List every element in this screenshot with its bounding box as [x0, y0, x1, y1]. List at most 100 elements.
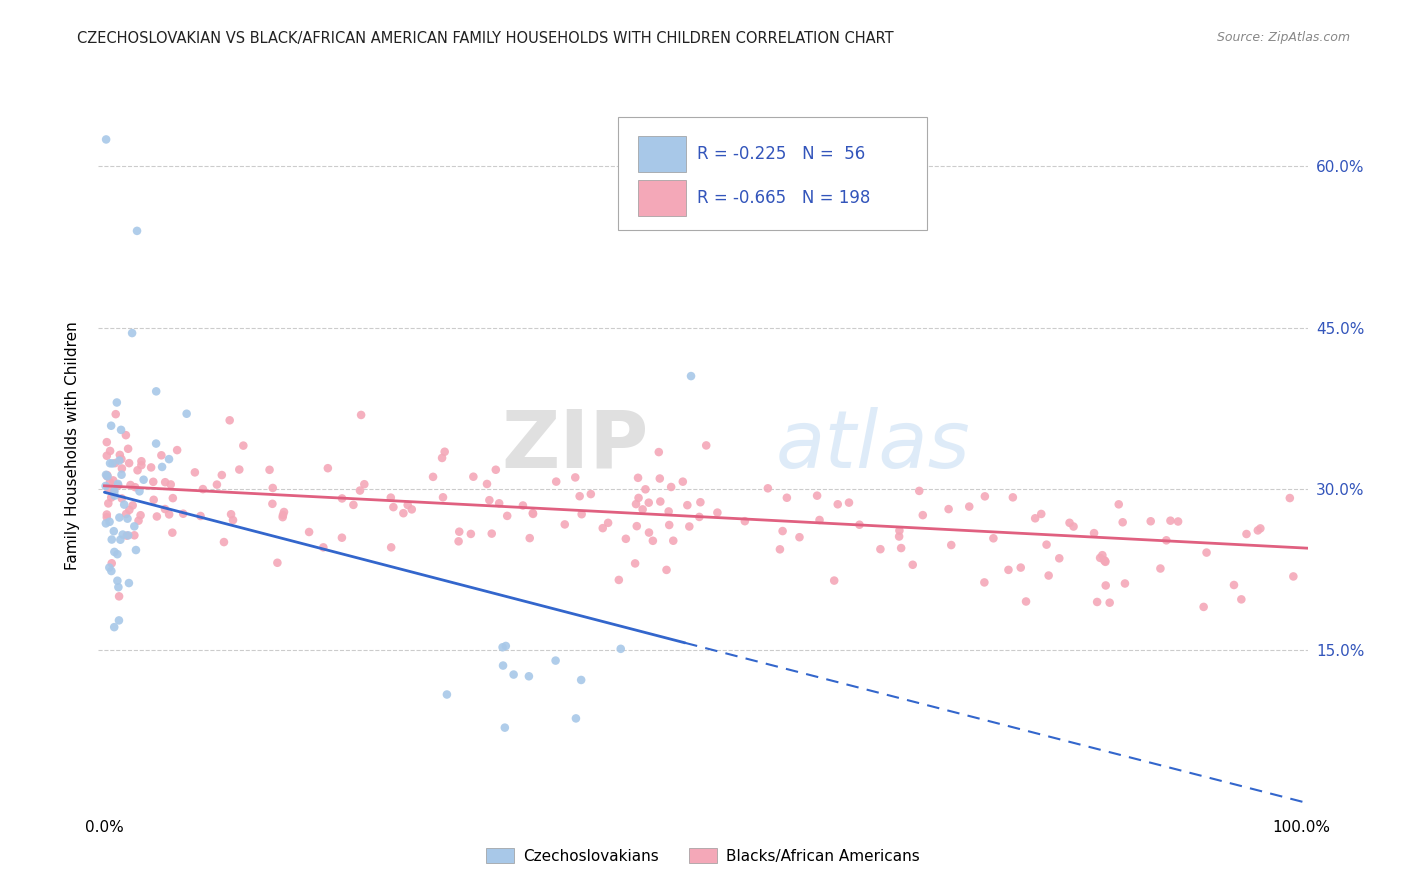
Point — [120, 478, 142, 492]
Point — [475, 477, 498, 491]
Point — [103, 545, 125, 559]
Point — [1001, 491, 1024, 505]
Point — [96, 468, 118, 483]
Point — [342, 498, 364, 512]
Point — [262, 497, 284, 511]
Point — [626, 519, 648, 533]
Point — [1063, 519, 1085, 533]
Point — [1094, 554, 1116, 568]
Point — [522, 506, 544, 520]
Point — [1024, 511, 1046, 525]
Point — [112, 498, 135, 512]
Point — [382, 500, 405, 515]
Point — [94, 467, 117, 482]
Point — [108, 453, 131, 467]
Point — [98, 444, 121, 458]
Point — [648, 471, 671, 485]
Point — [641, 533, 664, 548]
Point — [146, 509, 169, 524]
Point — [312, 541, 335, 555]
Point — [107, 580, 129, 594]
Point — [432, 491, 454, 505]
Point — [259, 463, 281, 477]
Point — [150, 459, 173, 474]
Point — [401, 502, 423, 516]
Point — [658, 504, 681, 518]
Point — [98, 456, 121, 470]
Point — [496, 508, 519, 523]
Point — [838, 495, 860, 509]
Point — [478, 493, 501, 508]
Point — [571, 507, 593, 521]
Point — [142, 492, 165, 507]
Point — [111, 491, 134, 506]
Point — [756, 481, 779, 495]
Point — [1098, 596, 1121, 610]
Text: ZIP: ZIP — [502, 407, 648, 485]
Point — [569, 673, 592, 687]
Point — [104, 407, 127, 421]
Point — [1114, 576, 1136, 591]
Point — [105, 574, 128, 588]
Point — [1249, 521, 1271, 535]
Point — [609, 641, 631, 656]
Point — [631, 502, 654, 516]
Point — [228, 462, 250, 476]
Point — [298, 524, 321, 539]
Point — [115, 507, 138, 521]
Point — [433, 444, 456, 458]
Point — [598, 516, 620, 530]
Point — [103, 620, 125, 634]
Point — [98, 560, 121, 574]
Point — [614, 532, 637, 546]
Point — [983, 531, 1005, 545]
Point — [648, 445, 671, 459]
Point — [124, 519, 146, 533]
Point — [1230, 592, 1253, 607]
Text: Source: ZipAtlas.com: Source: ZipAtlas.com — [1216, 31, 1350, 45]
Point — [869, 542, 891, 557]
Point — [889, 524, 911, 538]
Point — [100, 564, 122, 578]
Point — [672, 475, 695, 489]
Point — [115, 529, 138, 543]
Point — [100, 418, 122, 433]
Point — [266, 556, 288, 570]
Point — [380, 541, 402, 555]
Point — [128, 514, 150, 528]
Point — [118, 503, 141, 517]
Point — [1091, 548, 1114, 562]
Point — [212, 535, 235, 549]
Point — [1010, 560, 1032, 574]
Point — [96, 435, 118, 450]
Point — [110, 467, 132, 482]
Point — [94, 516, 117, 531]
Point — [1247, 524, 1270, 538]
Point — [139, 460, 162, 475]
Y-axis label: Family Households with Children: Family Households with Children — [65, 322, 80, 570]
Point — [392, 506, 415, 520]
Point — [1094, 578, 1116, 592]
Point — [658, 518, 681, 533]
Point — [103, 484, 125, 499]
Point — [118, 576, 141, 591]
Point — [502, 667, 524, 681]
Point — [568, 489, 591, 503]
Point — [1015, 594, 1038, 608]
Point — [108, 614, 131, 628]
Point — [823, 574, 845, 588]
Point — [94, 479, 117, 493]
Point — [396, 498, 419, 512]
Point — [1088, 550, 1111, 565]
Point — [592, 521, 614, 535]
Point — [145, 436, 167, 450]
Point — [1159, 514, 1181, 528]
Point — [330, 531, 353, 545]
Point — [162, 525, 184, 540]
Point — [1085, 595, 1108, 609]
Point — [827, 497, 849, 511]
Point — [706, 506, 728, 520]
Point — [1167, 515, 1189, 529]
Point — [211, 468, 233, 483]
Point — [655, 563, 678, 577]
